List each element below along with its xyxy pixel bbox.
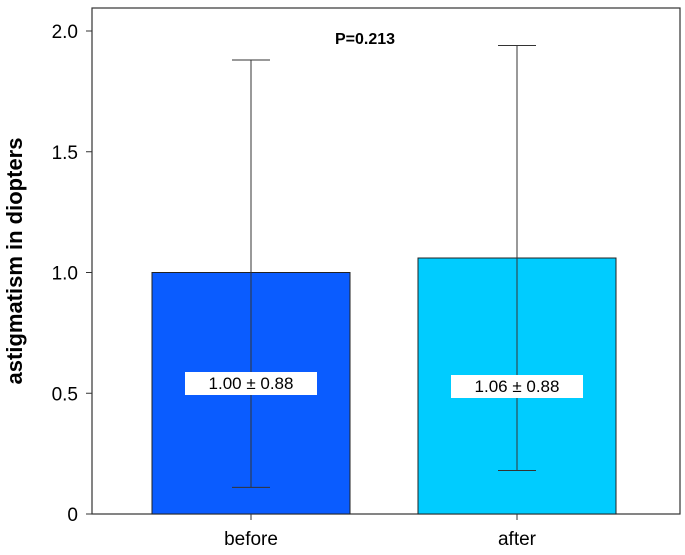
x-tick-label-after: after — [498, 529, 537, 550]
error-bar-before — [232, 59, 270, 488]
y-tick-label: 1.5 — [52, 143, 78, 164]
x-tick-label-before: before — [224, 529, 278, 550]
y-tick-label: 0.5 — [52, 384, 78, 405]
p-value-annotation: P=0.213 — [335, 31, 395, 48]
y-tick-label: 2.0 — [52, 22, 78, 43]
y-axis-label: astigmatism in diopters — [2, 138, 27, 385]
y-tick-label: 1.0 — [52, 264, 78, 285]
value-label-after: 1.06 ± 0.88 — [451, 375, 583, 398]
value-label-before: 1.00 ± 0.88 — [185, 372, 317, 395]
plot-frame — [91, 7, 681, 515]
svg-text:1.00 ± 0.88: 1.00 ± 0.88 — [209, 374, 294, 393]
error-bar-after — [498, 44, 536, 472]
svg-text:1.06 ± 0.88: 1.06 ± 0.88 — [475, 377, 560, 396]
y-tick-label: 0 — [67, 505, 78, 526]
